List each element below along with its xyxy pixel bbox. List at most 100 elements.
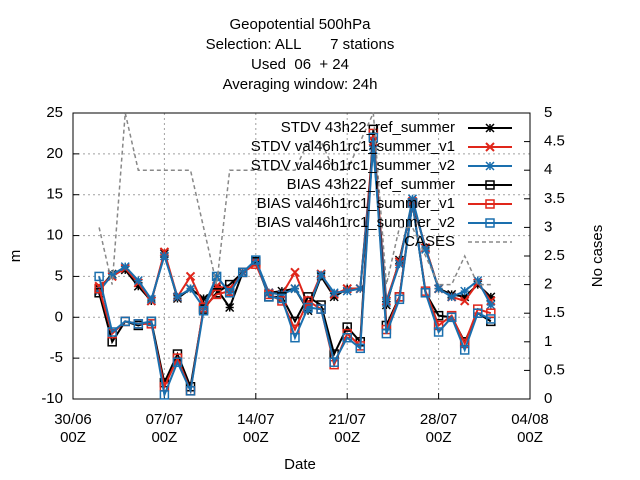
point (355, 284, 365, 294)
point (159, 251, 169, 261)
point (133, 319, 144, 329)
point (120, 316, 130, 327)
point (133, 275, 143, 286)
point (237, 267, 248, 278)
series-line (98, 137, 492, 399)
plot-border (72, 112, 531, 400)
point (120, 262, 130, 272)
point (159, 390, 170, 400)
point (460, 292, 470, 302)
point (172, 292, 182, 302)
point (342, 332, 352, 343)
point (486, 308, 496, 318)
point (211, 289, 222, 300)
y2-tick-label: 4 (544, 161, 552, 178)
point (172, 357, 183, 367)
y-tick-label: -10 (41, 390, 63, 407)
point (290, 284, 300, 294)
x-tick-label: 28/07 00Z (420, 411, 458, 446)
point (225, 302, 235, 313)
point (420, 288, 431, 298)
point (146, 294, 156, 304)
y-tick-label: 0 (55, 308, 63, 325)
point (355, 343, 366, 354)
point (185, 284, 196, 294)
point (251, 255, 261, 265)
point (133, 281, 143, 291)
y2-axis-label: No cases (589, 225, 606, 288)
point (290, 332, 300, 343)
point (224, 288, 235, 298)
point (407, 198, 418, 208)
y2-tick-label: 3.5 (544, 190, 565, 207)
legend-label: STDV val46h1rc1_summer_v1 (251, 138, 455, 155)
y-tick-label: 5 (55, 267, 63, 284)
point (199, 293, 209, 304)
legend-label: BIAS 43h22_ref_summer (287, 176, 455, 193)
point (485, 123, 495, 133)
point (264, 292, 274, 302)
point (94, 283, 104, 294)
y-tick-label: 15 (46, 186, 63, 203)
chart-subtitle: Used 06 + 24 (251, 56, 349, 73)
y2-tick-label: 2.5 (544, 247, 565, 264)
legend-label: STDV val46h1rc1_summer_v2 (251, 157, 455, 174)
point (185, 386, 196, 396)
point (381, 328, 392, 339)
point (316, 270, 326, 280)
y-tick-label: 20 (46, 145, 63, 162)
point (434, 284, 444, 294)
point (486, 314, 496, 324)
legend-label: BIAS val46h1rc1_summer_v2 (257, 214, 455, 231)
point (107, 270, 117, 280)
legend-label: CASES (404, 233, 455, 250)
point (394, 294, 405, 305)
y2-tick-label: 0 (544, 390, 552, 407)
y-tick-label: -5 (50, 349, 63, 366)
point (185, 271, 196, 282)
point (459, 345, 470, 355)
point (485, 142, 495, 152)
y2-tick-label: 1.5 (544, 304, 565, 321)
point (316, 304, 326, 314)
point (94, 271, 104, 282)
point (485, 218, 495, 228)
point (277, 293, 287, 304)
y2-tick-label: 3 (544, 218, 552, 235)
y-axis-label: m (7, 250, 24, 263)
point (460, 296, 470, 306)
point (446, 312, 457, 323)
point (381, 298, 391, 308)
y-tick-label: 25 (46, 104, 63, 121)
point (342, 286, 352, 296)
chart-subtitle: Averaging window: 24h (223, 76, 378, 93)
x-tick-label: 21/07 00Z (328, 411, 366, 446)
point (107, 327, 117, 337)
point (473, 308, 483, 318)
point (485, 199, 495, 209)
x-tick-label: 07/07 00Z (146, 411, 184, 446)
legend-label: STDV 43h22_ref_summer (281, 119, 455, 136)
x-axis-label: Date (284, 456, 316, 473)
point (329, 288, 339, 298)
x-tick-label: 14/07 00Z (237, 411, 275, 446)
point (329, 357, 339, 367)
point (473, 275, 483, 286)
legend-label: BIAS val46h1rc1_summer_v1 (257, 195, 455, 212)
point (290, 267, 300, 278)
y2-tick-label: 4.5 (544, 133, 565, 150)
chart-title: Geopotential 500hPa (230, 16, 372, 33)
y-tick-label: 10 (46, 227, 63, 244)
point (460, 286, 470, 296)
point (485, 180, 495, 190)
y2-tick-label: 0.5 (544, 361, 565, 378)
point (486, 300, 496, 310)
point (303, 302, 313, 313)
x-tick-label: 30/06 00Z (54, 411, 92, 446)
y2-tick-label: 1 (544, 333, 552, 350)
y2-tick-label: 5 (544, 104, 552, 121)
point (146, 316, 157, 327)
point (303, 296, 313, 306)
point (159, 247, 170, 257)
point (447, 292, 457, 302)
